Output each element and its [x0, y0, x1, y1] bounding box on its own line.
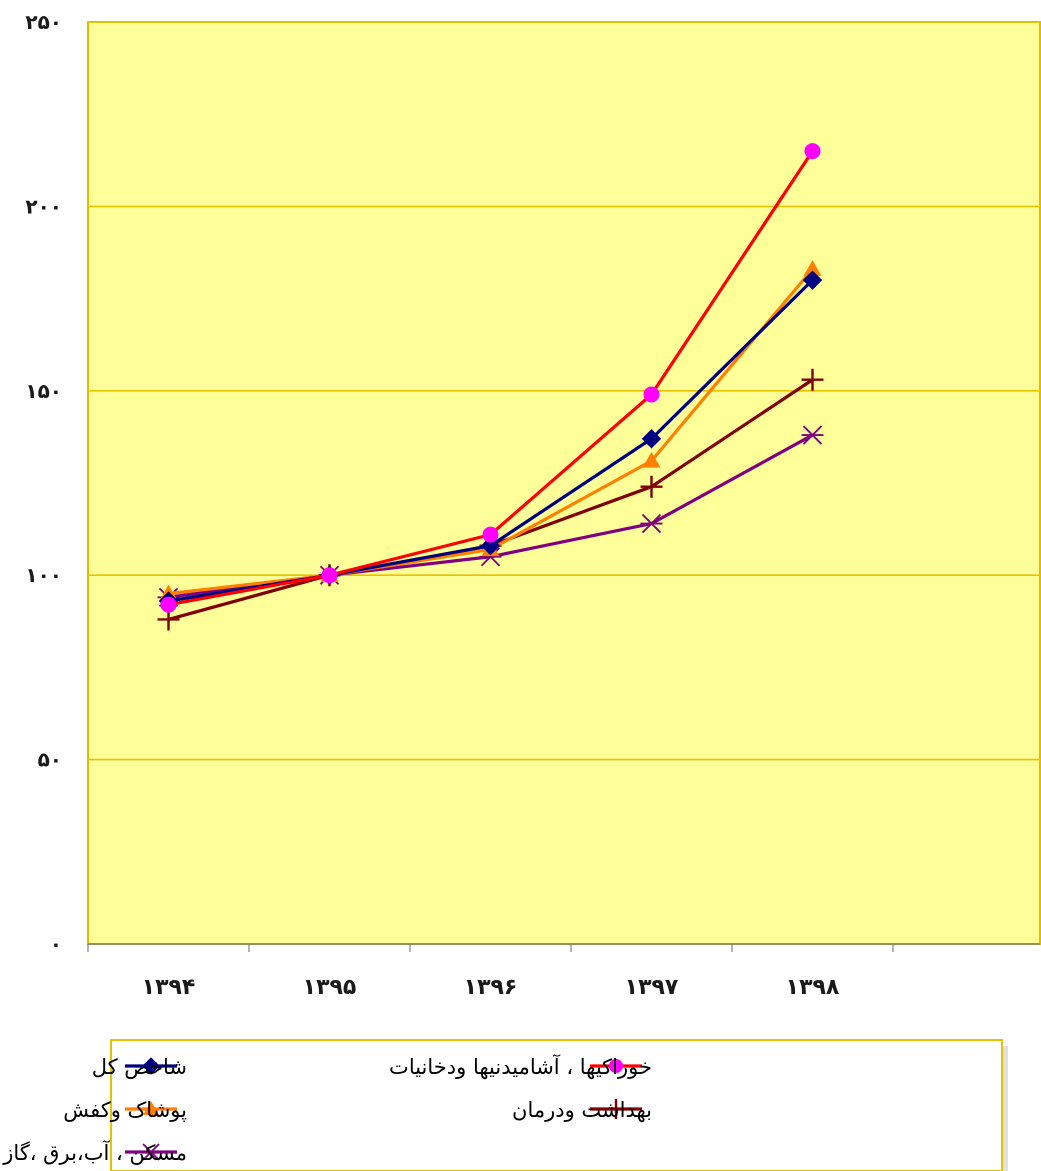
- legend-label: شاخص کل: [92, 1055, 187, 1079]
- y-axis-tick-labels: ۰ ۵۰ ۱۰۰ ۱۵۰ ۲۰۰ ۲۵۰: [25, 10, 62, 956]
- data-point: [482, 526, 499, 543]
- x-tick-label: ۱۳۹۷: [625, 975, 679, 1000]
- data-point: [642, 451, 661, 468]
- y-tick-label: ۱۵۰: [25, 379, 62, 403]
- legend-swatch-marker: [609, 1059, 623, 1073]
- x-tick-label: ۱۳۹۶: [464, 975, 518, 1000]
- data-point: [640, 475, 663, 498]
- legend-entry: پوشاک وکفش: [63, 1098, 187, 1122]
- data-point: [802, 270, 823, 290]
- legend-entry: مسکن ، آب،برق ،گاز وسایر سوختها: [0, 1140, 187, 1165]
- data-point: [801, 368, 824, 391]
- legend-swatch-marker: [141, 1143, 161, 1161]
- data-point: [804, 143, 821, 160]
- legend-swatch-marker: [142, 1057, 160, 1075]
- data-point: [643, 386, 660, 403]
- y-tick-label: ۲۵۰: [25, 10, 62, 34]
- y-tick-label: ۰: [50, 932, 62, 956]
- legend-label: بهداشت ودرمان: [512, 1098, 652, 1122]
- legend-swatch-marker: [143, 1101, 159, 1115]
- axes: [87, 943, 1040, 952]
- legend-label: مسکن ، آب،برق ،گاز وسایر سوختها: [0, 1140, 187, 1165]
- legend-label: پوشاک وکفش: [63, 1098, 187, 1122]
- data-point: [803, 260, 822, 276]
- data-point: [640, 513, 663, 534]
- legend-entry: شاخص کل: [92, 1055, 187, 1079]
- y-tick-label: ۱۰۰: [25, 563, 62, 587]
- legend-swatch-marker: [606, 1099, 626, 1119]
- data-point: [801, 425, 824, 445]
- data-point: [641, 429, 662, 449]
- legend-label: خوراکیها ، آشامیدنیها ودخانیات: [389, 1054, 652, 1079]
- x-axis-tick-labels: ۱۳۹۴ ۱۳۹۵ ۱۳۹۶ ۱۳۹۷ ۱۳۹۸: [142, 975, 840, 1000]
- legend-entry: خوراکیها ، آشامیدنیها ودخانیات: [389, 1054, 652, 1079]
- legend: شاخص کل خوراکیها ، آشامیدنیها ودخانیات پوش…: [0, 1039, 1008, 1171]
- data-point: [321, 567, 338, 584]
- y-tick-label: ۲۰۰: [25, 194, 62, 218]
- x-tick-label: ۱۳۹۸: [786, 975, 840, 1000]
- series-1: [160, 143, 821, 613]
- data-point: [160, 596, 177, 613]
- plot-area: [87, 21, 1041, 945]
- legend-entry: بهداشت ودرمان: [512, 1098, 652, 1122]
- legend-box: [110, 1039, 1003, 1171]
- x-tick-label: ۱۳۹۴: [142, 975, 196, 1000]
- y-tick-label: ۵۰: [38, 748, 62, 772]
- x-tick-label: ۱۳۹۵: [303, 975, 357, 1000]
- series-lines: [157, 143, 824, 631]
- gridlines: [88, 21, 1040, 761]
